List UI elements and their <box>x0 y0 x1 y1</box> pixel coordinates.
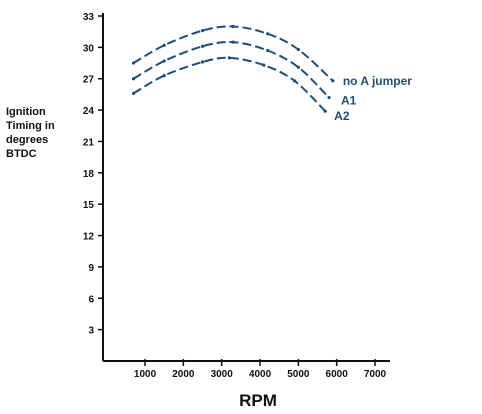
series-point <box>327 95 331 100</box>
series-point <box>266 32 270 36</box>
series-line <box>133 25 334 82</box>
x-tick-label: 6000 <box>326 369 349 380</box>
series-label: no A jumper <box>343 74 412 88</box>
series-point <box>323 109 327 113</box>
x-tick-label: 1000 <box>134 369 157 380</box>
x-tick-group: 1000 2000 3000 4000 5000 6000 7000 <box>134 359 387 380</box>
y-tick-label: 18 <box>83 169 95 180</box>
series-point <box>162 73 166 78</box>
y-axis-label-line: Timing in <box>6 120 55 132</box>
x-tick-label: 4000 <box>249 369 272 380</box>
y-tick-label: 30 <box>83 43 95 54</box>
y-axis-label-line: BTDC <box>6 148 37 160</box>
x-tick-label: 2000 <box>172 369 195 380</box>
x-axis-label: RPM <box>239 391 277 410</box>
series-point <box>296 65 300 69</box>
series-point <box>162 59 166 63</box>
series-point <box>131 91 136 95</box>
x-tick-label: 5000 <box>287 369 310 380</box>
series-point <box>200 60 205 64</box>
y-tick-label: 27 <box>83 75 95 86</box>
series-point <box>200 29 205 33</box>
series-point <box>200 44 205 48</box>
series-point <box>227 56 231 60</box>
series-point <box>131 61 136 65</box>
y-tick-label: 15 <box>83 200 95 211</box>
series-point <box>296 47 300 52</box>
y-tick-group: 3 6 9 12 15 18 21 24 27 30 33 <box>83 12 104 337</box>
y-tick-label: 21 <box>83 137 95 148</box>
series-point <box>162 43 166 47</box>
series-point <box>262 63 266 67</box>
y-tick-label: 3 <box>88 326 94 337</box>
y-tick-label: 6 <box>88 294 94 305</box>
y-tick-label: 12 <box>83 232 95 243</box>
x-tick-label: 3000 <box>211 369 234 380</box>
series-point <box>266 48 270 53</box>
series-point <box>131 77 136 81</box>
series-point <box>331 79 335 83</box>
y-tick-label: 33 <box>83 12 95 23</box>
series-label: A2 <box>334 109 350 123</box>
series-point <box>231 24 235 29</box>
y-axis-label-line: Ignition <box>6 106 46 118</box>
y-tick-label: 9 <box>88 263 94 274</box>
series-point <box>231 40 235 44</box>
series-label: A1 <box>341 94 357 108</box>
y-tick-label: 24 <box>83 106 95 117</box>
y-axis-label-line: degrees <box>6 134 49 146</box>
x-tick-label: 7000 <box>364 369 387 380</box>
series-point <box>292 79 297 83</box>
